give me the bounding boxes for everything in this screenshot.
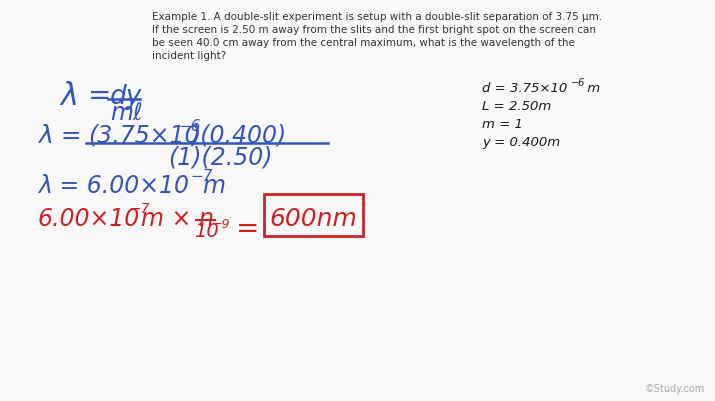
Text: y = 0.400m: y = 0.400m — [482, 136, 560, 149]
Text: )(0.400): )(0.400) — [191, 124, 286, 148]
Text: =: = — [88, 82, 112, 110]
Text: mℓ: mℓ — [110, 101, 143, 125]
Text: n: n — [198, 207, 213, 231]
Text: 10: 10 — [194, 221, 219, 241]
Text: −9: −9 — [212, 217, 230, 231]
Text: Example 1. A double-slit experiment is setup with a double-slit separation of 3.: Example 1. A double-slit experiment is s… — [152, 12, 602, 22]
Text: m: m — [583, 82, 600, 95]
Text: −7: −7 — [190, 168, 212, 184]
Text: λ = 6.00×10: λ = 6.00×10 — [38, 174, 189, 198]
Text: incident light?: incident light? — [152, 51, 226, 61]
Text: L = 2.50m: L = 2.50m — [482, 100, 551, 113]
Text: 6.00×10: 6.00×10 — [38, 207, 140, 231]
Text: =: = — [236, 215, 260, 242]
Text: m: m — [202, 174, 225, 198]
Text: λ =: λ = — [38, 124, 82, 148]
Text: (1)(2.50): (1)(2.50) — [168, 145, 272, 168]
Text: be seen 40.0 cm away from the central maximum, what is the wavelength of the: be seen 40.0 cm away from the central ma… — [152, 38, 575, 48]
Text: d = 3.75×10: d = 3.75×10 — [482, 82, 567, 95]
Text: m ×: m × — [141, 207, 191, 231]
Text: −7: −7 — [130, 201, 150, 215]
Text: (3.75×10: (3.75×10 — [88, 124, 199, 148]
Text: λ: λ — [60, 82, 78, 111]
Text: dy: dy — [110, 84, 142, 110]
Text: 600nm: 600nm — [270, 207, 358, 231]
Text: −6: −6 — [571, 78, 586, 88]
Text: If the screen is 2.50 m away from the slits and the first bright spot on the scr: If the screen is 2.50 m away from the sl… — [152, 25, 596, 35]
FancyBboxPatch shape — [264, 194, 363, 237]
Text: ©Study.com: ©Study.com — [645, 383, 705, 393]
Text: m = 1: m = 1 — [482, 118, 523, 131]
Text: −6: −6 — [178, 119, 200, 134]
